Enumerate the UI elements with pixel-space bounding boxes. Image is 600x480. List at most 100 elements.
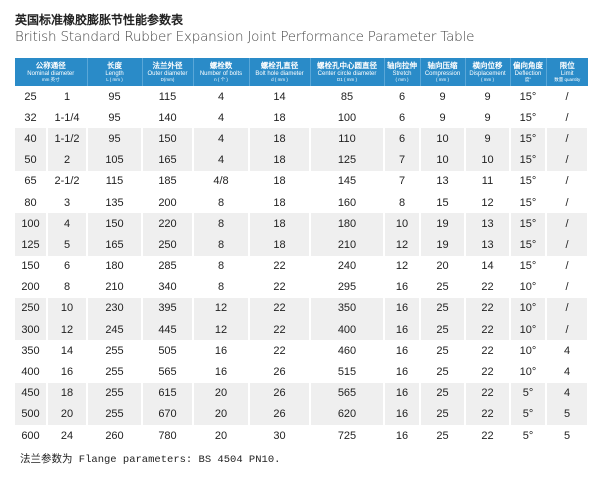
table-cell: 25 — [420, 319, 466, 341]
table-cell: 16 — [193, 361, 250, 383]
table-cell: 18 — [249, 107, 311, 129]
table-cell: 20 — [420, 255, 466, 277]
table-cell: 85 — [310, 86, 385, 108]
table-cell: 615 — [142, 382, 194, 404]
column-header: 公称通径 Nominal diameter mm 英寸 — [15, 58, 88, 86]
header-cn: 偏向角度 — [513, 61, 543, 70]
table-header-row: 公称通径 Nominal diameter mm 英寸 长度 Length L ( mm … — [15, 58, 588, 86]
table-cell: 670 — [142, 403, 194, 425]
table-cell: 230 — [87, 297, 143, 320]
table-cell: 25 — [420, 276, 466, 298]
table-cell: 25 — [420, 382, 466, 404]
column-header: 限位 Limit 数量 quantity — [546, 58, 588, 86]
table-cell: 22 — [465, 319, 511, 341]
table-cell: 250 — [15, 297, 48, 320]
table-cell: 210 — [310, 234, 385, 256]
footnote: 法兰参数为 Flange parameters: BS 4504 PN10. — [20, 454, 281, 466]
table-cell: 12 — [193, 319, 250, 341]
table-cell: 5° — [510, 403, 547, 425]
table-cell: 285 — [142, 255, 194, 277]
table-cell: 2 — [47, 149, 88, 171]
table-cell: 505 — [142, 340, 194, 362]
header-en: Displacement — [469, 70, 506, 77]
table-cell: 22 — [465, 297, 511, 320]
table-cell: 260 — [87, 425, 143, 447]
table-cell: 16 — [47, 361, 88, 383]
table-cell: 18 — [249, 191, 311, 214]
table-cell: 19 — [420, 213, 466, 235]
table-cell: 32 — [15, 107, 48, 129]
table-cell: 6 — [384, 86, 421, 108]
table-cell: 3 — [47, 191, 88, 214]
table-cell: 725 — [310, 425, 385, 447]
table-cell: 7 — [384, 149, 421, 171]
table-cell: 1 — [47, 86, 88, 108]
table-cell: 295 — [310, 276, 385, 298]
table-cell: 395 — [142, 297, 194, 320]
table-row: 600 24 260 780 20 30 725 16 25 22 5° 5 — [15, 425, 589, 447]
table-cell: 10° — [510, 297, 547, 320]
table-cell: 22 — [465, 361, 511, 383]
table-cell: 255 — [87, 361, 143, 383]
table-cell: 11 — [465, 170, 511, 192]
table-cell: 125 — [15, 234, 48, 256]
table-row: 300 12 245 445 12 22 400 16 25 22 10° / — [15, 319, 589, 341]
table-cell: 18 — [249, 234, 311, 256]
table-cell: 16 — [384, 340, 421, 362]
table-cell: 400 — [310, 319, 385, 341]
table-cell: 4 — [546, 382, 589, 404]
table-cell: 9 — [465, 86, 511, 108]
table-cell: 9 — [465, 107, 511, 129]
table-cell: 8 — [193, 276, 250, 298]
table-cell: 19 — [420, 234, 466, 256]
table-cell: 15° — [510, 170, 547, 192]
table-cell: / — [546, 297, 589, 320]
table-cell: 16 — [193, 340, 250, 362]
table-row: 125 5 165 250 8 18 210 12 19 13 15° / — [15, 234, 589, 256]
header-en: Deflection — [514, 70, 542, 77]
header-un: mm 英寸 — [41, 76, 60, 82]
table-cell: 26 — [249, 361, 311, 383]
table-cell: 8 — [193, 191, 250, 214]
table-row: 80 3 135 200 8 18 160 8 15 12 15° / — [15, 191, 589, 214]
table-cell: 500 — [15, 403, 48, 425]
table-cell: 100 — [310, 107, 385, 129]
table-cell: 22 — [249, 255, 311, 277]
table-row: 150 6 180 285 8 22 240 12 20 14 15° / — [15, 255, 589, 277]
table-cell: 4 — [193, 86, 250, 108]
table-cell: 15° — [510, 213, 547, 235]
table-cell: 8 — [47, 276, 88, 298]
header-en: Stretch — [392, 70, 412, 77]
table-cell: / — [546, 107, 589, 129]
table-cell: 4 — [546, 361, 589, 383]
table-cell: 15° — [510, 234, 547, 256]
table-cell: 185 — [142, 170, 194, 192]
table-cell: 5° — [510, 425, 547, 447]
table-cell: 200 — [142, 191, 194, 214]
table-cell: 22 — [465, 382, 511, 404]
table-cell: 240 — [310, 255, 385, 277]
table-cell: 6 — [384, 107, 421, 129]
table-cell: 115 — [142, 86, 194, 108]
table-cell: 65 — [15, 170, 48, 192]
header-cn: 轴向压缩 — [427, 61, 458, 70]
table-cell: 22 — [465, 403, 511, 425]
table-cell: 24 — [47, 425, 88, 447]
column-header: 长度 Length L ( mm ) — [87, 58, 143, 86]
table-cell: 565 — [310, 382, 385, 404]
header-en: Outer diameter — [147, 70, 188, 77]
table-cell: 22 — [249, 297, 311, 320]
table-cell: / — [546, 86, 589, 108]
table-cell: 20 — [193, 425, 250, 447]
table-cell: 400 — [15, 361, 48, 383]
table-cell: 25 — [420, 425, 466, 447]
table-cell: 25 — [420, 340, 466, 362]
table-cell: 100 — [15, 213, 48, 235]
table-cell: 9 — [465, 128, 511, 150]
table-cell: 10° — [510, 276, 547, 298]
table-cell: 150 — [142, 128, 194, 150]
column-header: 螺栓数 Number of bolts n ( 个 ) — [193, 58, 250, 86]
table-cell: 5° — [510, 382, 547, 404]
header-un: D(mm) — [160, 76, 175, 82]
table-cell: 135 — [87, 191, 143, 214]
